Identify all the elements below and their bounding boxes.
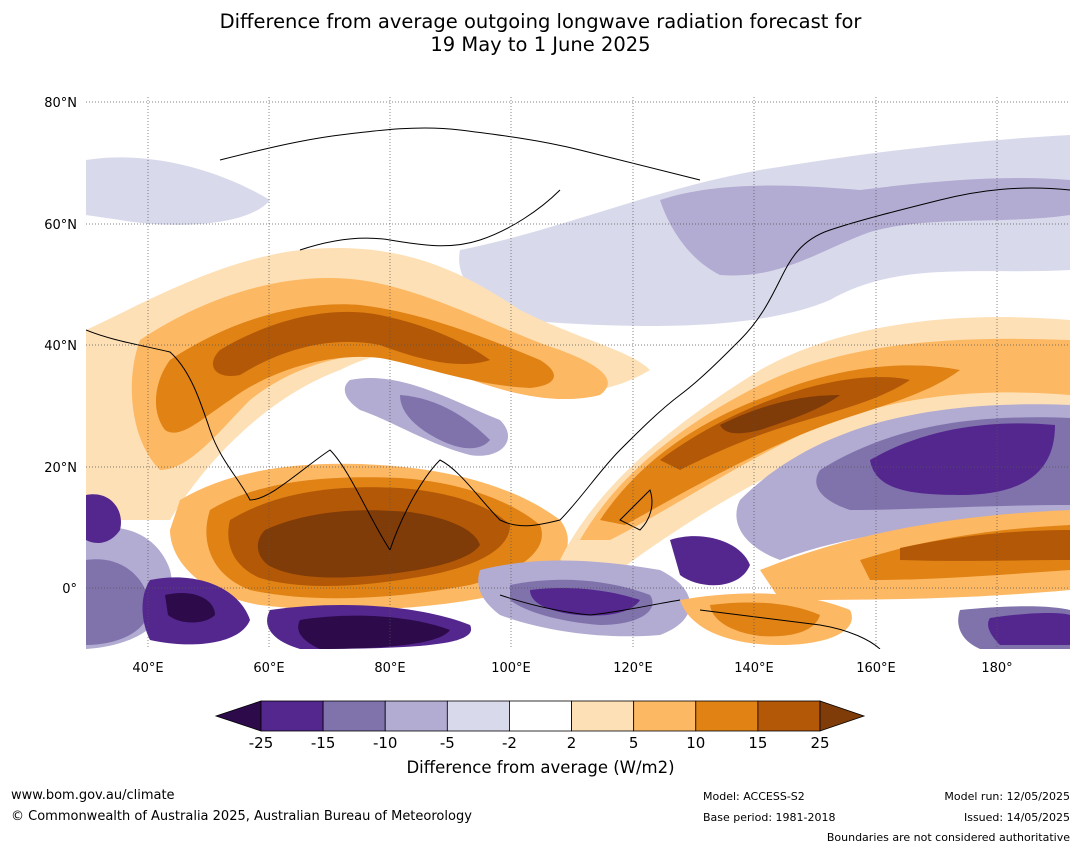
colorbar-tick-label: -25 bbox=[249, 734, 274, 752]
olr-anomaly-map: 80°N 60°N 40°N 20°N 0° 40°E 60°E 80°E 10… bbox=[44, 96, 1070, 676]
title-line-1: Difference from average outgoing longwav… bbox=[219, 10, 862, 33]
colorbar-bin bbox=[260, 700, 324, 732]
lat-label-60n: 60°N bbox=[44, 218, 77, 233]
colorbar-bin bbox=[695, 700, 759, 732]
title-line-2: 19 May to 1 June 2025 bbox=[430, 33, 651, 56]
colorbar-low-extend bbox=[214, 700, 262, 732]
website-link[interactable]: www.bom.gov.au/climate bbox=[11, 788, 175, 803]
colorbar-bin bbox=[384, 700, 448, 732]
lon-label-40e: 40°E bbox=[132, 661, 163, 676]
anomaly-field bbox=[86, 97, 1070, 649]
lon-label-160e: 160°E bbox=[856, 661, 896, 676]
lon-label-120e: 120°E bbox=[613, 661, 653, 676]
model-text: Model: ACCESS-S2 bbox=[703, 790, 805, 803]
colorbar-tick-label: -10 bbox=[373, 734, 398, 752]
colorbar-tick-label: 15 bbox=[748, 734, 767, 752]
colorbar: -25 -15 -10 -5 -2 2 5 10 15 25 bbox=[214, 700, 866, 752]
colorbar-tick-label: -5 bbox=[440, 734, 455, 752]
lat-label-40n: 40°N bbox=[44, 339, 77, 354]
issued-text: Issued: 14/05/2025 bbox=[963, 811, 1070, 824]
colorbar-tick-label: -15 bbox=[311, 734, 336, 752]
colorbar-high-extend bbox=[819, 700, 866, 732]
base-period-text: Base period: 1981-2018 bbox=[703, 811, 836, 824]
colorbar-bin bbox=[509, 700, 572, 732]
lat-label-80n: 80°N bbox=[44, 96, 77, 111]
colorbar-tick-label: 10 bbox=[686, 734, 705, 752]
lon-label-100e: 100°E bbox=[491, 661, 531, 676]
lon-label-180: 180° bbox=[981, 661, 1012, 676]
colorbar-tick-label: -2 bbox=[502, 734, 517, 752]
graticule bbox=[86, 97, 1070, 649]
boundaries-note: Boundaries are not considered authoritat… bbox=[826, 831, 1070, 844]
colorbar-label: Difference from average (W/m2) bbox=[406, 758, 675, 777]
colorbar-bin bbox=[322, 700, 386, 732]
lat-label-0: 0° bbox=[62, 582, 77, 597]
coastlines bbox=[86, 127, 1070, 649]
copyright-text: © Commonwealth of Australia 2025, Austra… bbox=[11, 809, 472, 824]
colorbar-tick-label: 2 bbox=[567, 734, 577, 752]
lat-label-20n: 20°N bbox=[44, 461, 77, 476]
lon-label-60e: 60°E bbox=[253, 661, 284, 676]
colorbar-bin bbox=[571, 700, 635, 732]
model-run-text: Model run: 12/05/2025 bbox=[944, 790, 1070, 803]
lon-label-140e: 140°E bbox=[734, 661, 774, 676]
lon-label-80e: 80°E bbox=[374, 661, 405, 676]
colorbar-bin bbox=[446, 700, 510, 732]
colorbar-tick-label: 25 bbox=[810, 734, 829, 752]
colorbar-bin bbox=[757, 700, 821, 732]
colorbar-tick-label: 5 bbox=[629, 734, 639, 752]
colorbar-bin bbox=[633, 700, 697, 732]
map-title: Difference from average outgoing longwav… bbox=[0, 10, 1081, 56]
